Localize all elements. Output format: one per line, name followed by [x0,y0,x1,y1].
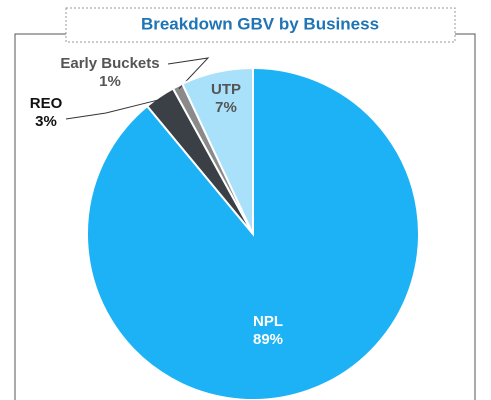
slice-label: UTP [211,81,241,98]
slice-value-label: 3% [35,113,57,130]
pie-slice [180,66,254,235]
slice-value-label: 1% [99,73,121,90]
chart-title: Breakdown GBV by Business [141,14,379,33]
leader-line [167,57,210,90]
slice-label: Early Buckets [60,55,159,72]
slice-label: NPL [253,313,283,330]
slice-label: REO [30,95,63,112]
title-box [65,7,456,43]
leader-line [65,98,162,120]
slice-value-label: 7% [215,99,237,116]
slice-value-label: 89% [253,331,283,348]
